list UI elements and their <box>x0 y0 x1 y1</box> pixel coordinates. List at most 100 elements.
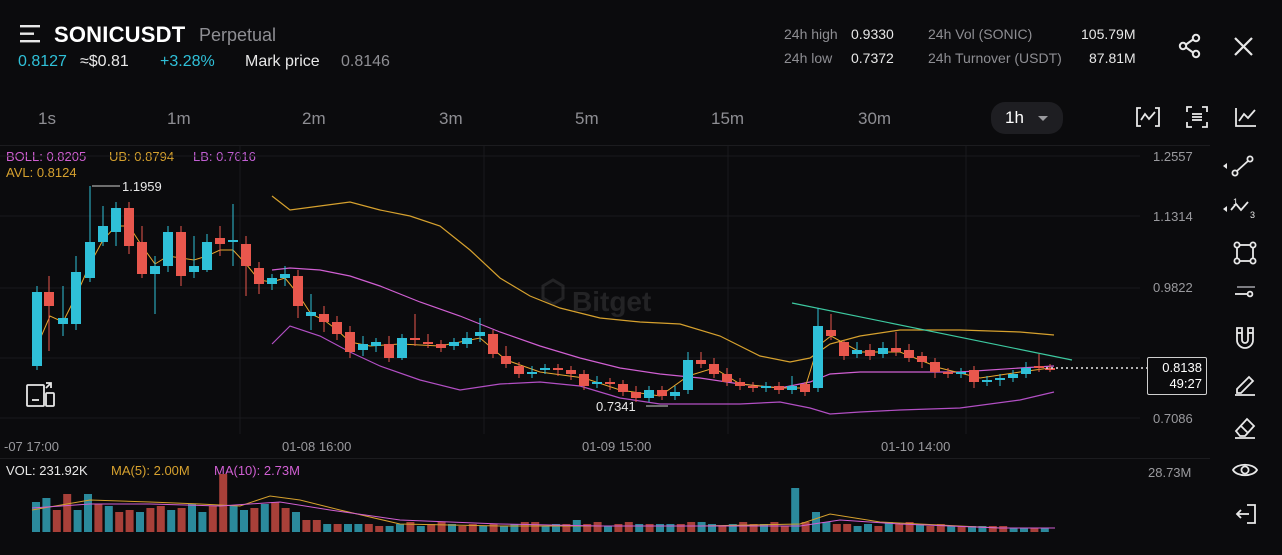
exit-icon[interactable] <box>1235 503 1257 525</box>
candle-body <box>150 266 160 274</box>
line-tool-icon[interactable] <box>1222 154 1256 178</box>
chart-style-icon[interactable] <box>1136 106 1160 128</box>
tab-1s[interactable]: 1s <box>38 109 56 128</box>
volume-bar <box>1030 528 1039 532</box>
tab-15m[interactable]: 15m <box>711 109 745 128</box>
volume-bar <box>780 526 789 532</box>
low-label: 24h low <box>784 50 833 66</box>
tab-3m[interactable]: 3m <box>439 109 463 128</box>
eraser-icon[interactable] <box>1234 415 1256 439</box>
candle-body <box>631 392 641 398</box>
turnover-label: 24h Turnover (USDT) <box>928 50 1062 66</box>
pencil-icon[interactable] <box>1234 372 1256 396</box>
vol-ma5 <box>31 495 1055 529</box>
volume-bar <box>406 522 415 532</box>
layout-switch-icon[interactable] <box>26 380 56 408</box>
volume-bar <box>333 524 342 532</box>
candle-body <box>176 232 186 276</box>
high-label: 24h high <box>784 26 838 42</box>
volume-bar <box>791 488 800 532</box>
volume-bar <box>552 524 560 532</box>
volume-axis-max: 28.73M <box>1148 465 1192 480</box>
candlestick-chart[interactable]: Bitget 1.1959 0.7341 <box>0 146 1210 446</box>
divider <box>0 145 1210 146</box>
volume-bar <box>437 522 446 532</box>
candle-body <box>865 350 875 356</box>
candle-body <box>878 348 888 354</box>
volume-bar <box>801 522 810 532</box>
candle-body <box>371 342 381 346</box>
volume-bar <box>42 498 51 532</box>
volume-bar <box>32 502 40 532</box>
volume-bar <box>749 524 758 532</box>
volume-bar <box>541 526 550 532</box>
current-price-value: 0.8138 <box>1162 360 1202 375</box>
candle-body <box>748 386 758 388</box>
upper-band <box>271 195 1055 363</box>
close-icon[interactable] <box>1233 36 1254 57</box>
volume-bar <box>208 506 217 532</box>
avl-line <box>36 225 1051 397</box>
volume-bar <box>760 524 768 532</box>
volume-bar <box>1009 528 1018 532</box>
magnet-icon[interactable] <box>1234 326 1256 352</box>
symbol-title[interactable]: SONICUSDT <box>54 22 186 47</box>
volume-bar <box>146 508 155 532</box>
indicator-settings-icon[interactable] <box>1186 106 1208 128</box>
rectangle-tool-icon[interactable] <box>1233 241 1257 265</box>
tab-30m[interactable]: 30m <box>858 109 892 128</box>
volume-bar <box>427 524 436 532</box>
lower-band <box>271 325 1055 415</box>
candle-body <box>813 326 823 388</box>
caret-down-icon <box>1037 115 1049 123</box>
candle-body <box>553 368 563 370</box>
volume-bar <box>500 526 508 532</box>
tab-2m[interactable]: 2m <box>302 109 326 128</box>
tab-1m[interactable]: 1m <box>167 109 191 128</box>
volume-bar <box>156 506 165 532</box>
volume-bar <box>583 524 592 532</box>
candle-body <box>111 208 121 232</box>
candle-body <box>670 392 680 396</box>
tab-5m[interactable]: 5m <box>575 109 599 128</box>
time-tick: 01-08 16:00 <box>282 439 352 454</box>
turnover-value: 87.81M <box>1089 50 1136 66</box>
divider <box>0 458 1210 459</box>
volume-bars <box>32 474 1049 532</box>
volume-bar <box>864 524 872 532</box>
share-icon[interactable] <box>1177 33 1203 59</box>
volume-bar <box>999 526 1008 532</box>
volume-bar <box>167 510 176 532</box>
watermark: Bitget <box>541 278 651 317</box>
candle-body <box>85 242 95 278</box>
candle-body <box>423 342 433 344</box>
volume-bar <box>978 526 987 532</box>
volume-bar <box>125 510 134 532</box>
volume-bar <box>728 524 737 532</box>
menu-icon[interactable] <box>20 23 44 45</box>
candle-body <box>592 382 602 384</box>
volume-bar <box>562 524 571 532</box>
line-chart-icon[interactable] <box>1235 107 1257 127</box>
fib-tool-icon[interactable]: 1 3 <box>1222 196 1258 222</box>
volume-bar <box>229 506 238 532</box>
candle-body <box>800 384 810 392</box>
volume-bar <box>947 526 956 532</box>
volume-bar <box>292 512 300 532</box>
volume-bar <box>604 526 612 532</box>
volume-bar <box>198 512 207 532</box>
tab-1h-dropdown[interactable]: 1h <box>991 102 1063 134</box>
eye-icon[interactable] <box>1232 461 1258 479</box>
horizontal-line-icon[interactable] <box>1233 283 1257 299</box>
volume-bar <box>479 526 488 532</box>
volume-bar <box>312 520 321 532</box>
price-tick: 1.1314 <box>1153 209 1193 224</box>
candle-body <box>332 322 342 334</box>
candle-body <box>306 312 316 316</box>
candle-body <box>384 344 394 358</box>
candle-body <box>826 330 836 336</box>
volume-bar <box>832 524 841 532</box>
volume-bar <box>676 524 685 532</box>
candle-body <box>163 232 173 266</box>
volume-bar <box>73 510 82 532</box>
